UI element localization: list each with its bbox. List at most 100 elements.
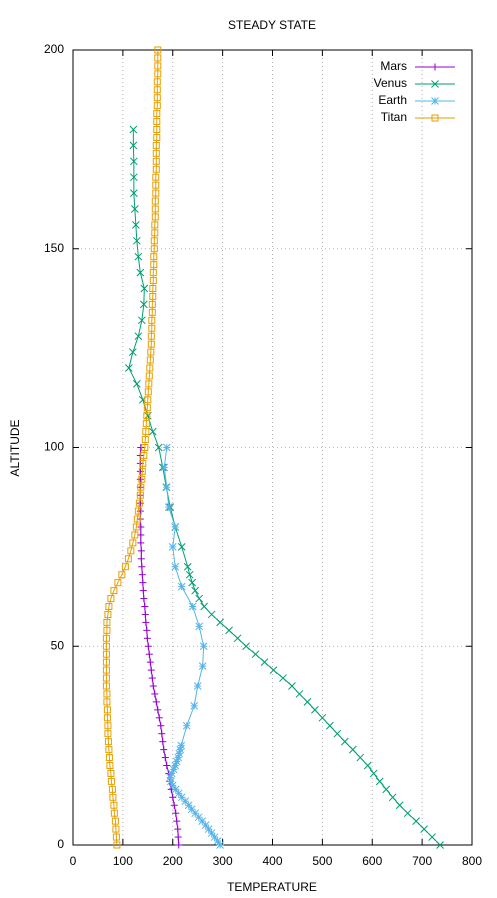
marker	[190, 702, 199, 710]
marker-stroke	[132, 236, 141, 245]
marker-square	[138, 475, 146, 483]
marker-square	[154, 46, 162, 54]
marker	[148, 308, 156, 316]
marker-stroke	[134, 332, 143, 341]
marker	[132, 236, 141, 245]
marker-square	[145, 380, 153, 388]
marker-square	[153, 126, 161, 133]
marker	[153, 102, 161, 110]
marker	[129, 125, 138, 134]
marker	[170, 801, 178, 809]
marker	[340, 737, 349, 746]
marker	[195, 622, 204, 631]
marker	[141, 610, 149, 618]
x-tick-label: 100	[113, 854, 133, 868]
marker	[382, 785, 391, 794]
marker	[134, 252, 143, 261]
marker-stroke	[181, 797, 190, 806]
marker-square	[147, 332, 155, 340]
marker-square	[150, 261, 158, 269]
marker-square	[153, 78, 161, 86]
marker	[185, 570, 194, 579]
marker-stroke	[233, 634, 242, 643]
marker-square	[152, 141, 160, 149]
x-tick-label: 600	[362, 854, 382, 868]
marker-stroke	[188, 578, 197, 587]
marker-square	[110, 809, 118, 817]
marker	[175, 841, 183, 849]
marker-stroke	[130, 205, 139, 213]
marker	[436, 841, 444, 849]
marker-square	[103, 618, 111, 626]
marker	[159, 738, 167, 746]
marker-square	[110, 587, 118, 595]
marker	[147, 666, 155, 674]
marker-square	[151, 229, 159, 237]
marker	[103, 698, 111, 706]
marker	[152, 149, 160, 157]
marker-square	[103, 706, 111, 714]
marker	[107, 777, 115, 785]
marker	[233, 634, 242, 643]
marker	[103, 706, 111, 714]
marker-square	[153, 110, 161, 118]
marker-square	[104, 722, 112, 730]
marker	[148, 674, 156, 682]
marker-stroke	[164, 503, 173, 511]
marker	[154, 54, 162, 62]
marker-stroke	[279, 674, 287, 682]
marker	[153, 110, 161, 118]
marker	[210, 833, 219, 841]
marker	[151, 690, 159, 698]
marker-stroke	[242, 642, 250, 651]
marker	[137, 483, 145, 491]
marker	[145, 380, 153, 388]
marker	[118, 571, 126, 579]
marker	[140, 595, 148, 603]
marker-stroke	[139, 300, 148, 309]
marker-square	[144, 388, 152, 396]
marker-stroke	[177, 741, 186, 750]
marker-square	[139, 459, 147, 467]
marker	[177, 582, 186, 591]
marker	[318, 713, 327, 722]
marker	[242, 642, 250, 651]
marker	[150, 245, 158, 253]
marker	[162, 443, 171, 452]
marker	[147, 332, 155, 340]
marker-stroke	[171, 785, 180, 794]
marker	[155, 714, 163, 722]
marker	[136, 491, 144, 499]
x-tick-label: 200	[163, 854, 183, 868]
marker	[153, 94, 161, 102]
marker	[102, 642, 110, 650]
marker-square	[110, 801, 118, 809]
marker	[174, 825, 182, 833]
marker	[139, 300, 148, 309]
marker	[147, 340, 155, 348]
marker	[137, 547, 145, 555]
marker	[139, 579, 147, 587]
marker-stroke	[363, 761, 372, 770]
marker-square	[104, 738, 112, 746]
marker	[369, 769, 378, 778]
marker	[154, 46, 162, 54]
marker-square	[147, 348, 155, 356]
marker-stroke	[216, 618, 224, 627]
marker-square	[152, 165, 160, 173]
marker	[154, 62, 162, 70]
marker-square	[153, 118, 161, 126]
legend-label: Titan	[381, 110, 407, 124]
marker	[162, 483, 171, 492]
marker	[151, 221, 159, 229]
marker	[173, 817, 181, 825]
marker-stroke	[190, 702, 199, 710]
marker-square	[150, 245, 158, 253]
marker	[152, 698, 160, 706]
marker-stroke	[318, 713, 327, 722]
marker-square	[124, 555, 132, 563]
marker-stroke	[185, 570, 194, 579]
marker	[216, 618, 224, 627]
marker-square	[142, 428, 150, 436]
y-tick-label: 50	[51, 638, 65, 652]
